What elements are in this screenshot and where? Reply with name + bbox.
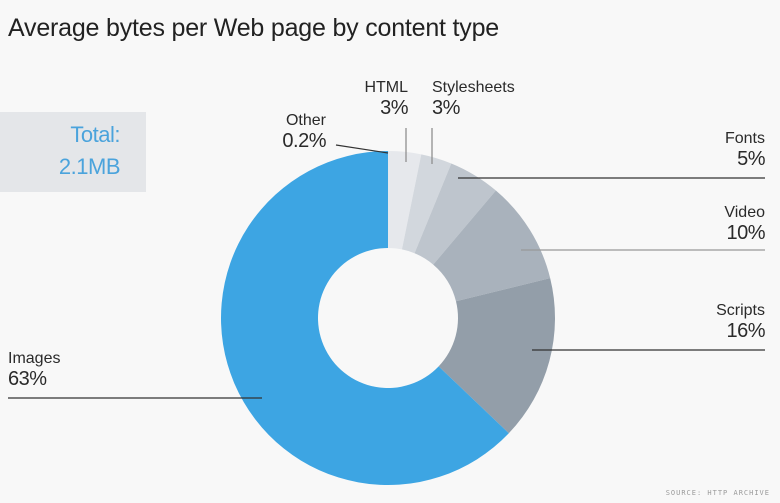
label-other-name: Other [285, 112, 326, 129]
label-images-name: Images [8, 350, 61, 367]
label-html-name: HTML [364, 79, 408, 96]
label-scripts-pct: 16% [726, 320, 765, 342]
label-stylesheets-pct: 3% [432, 97, 460, 119]
label-fonts-name: Fonts [724, 130, 765, 147]
leader-line-other [335, 144, 389, 154]
label-scripts: Scripts 16% [716, 301, 765, 341]
leader-lines [8, 128, 765, 399]
label-html: HTML 3% [364, 78, 408, 118]
total-box: Total: 2.1MB [0, 112, 146, 192]
slice-images [220, 151, 509, 486]
slice-stylesheets [401, 154, 452, 254]
slice-other [388, 151, 391, 249]
source-credit: SOURCE: HTTP ARCHIVE [665, 489, 770, 497]
label-stylesheets: Stylesheets 3% [432, 78, 515, 118]
label-fonts-pct: 5% [737, 148, 765, 170]
slice-video [433, 190, 551, 302]
label-scripts-name: Scripts [716, 302, 765, 319]
total-label: Total: [70, 122, 120, 147]
label-html-pct: 3% [380, 97, 408, 119]
slice-scripts [438, 278, 556, 434]
donut-slices [220, 151, 556, 486]
total-value: 2.1MB [58, 154, 121, 179]
slice-html [388, 151, 422, 250]
label-video-name: Video [724, 204, 765, 221]
label-fonts: Fonts 5% [724, 129, 766, 170]
label-other: Other 0.2% [282, 111, 326, 151]
label-stylesheets-name: Stylesheets [432, 79, 515, 96]
label-other-pct: 0.2% [282, 130, 326, 152]
slice-fonts [414, 163, 496, 265]
label-video-pct: 10% [726, 222, 765, 244]
label-images-pct: 63% [8, 368, 47, 390]
label-video: Video 10% [724, 203, 765, 243]
chart-title: Average bytes per Web page by content ty… [8, 14, 500, 42]
label-images: Images 63% [8, 349, 60, 389]
